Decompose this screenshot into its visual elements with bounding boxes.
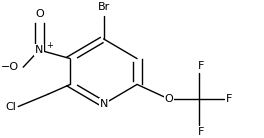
Text: N: N (100, 99, 108, 109)
Text: O: O (165, 94, 174, 104)
Text: +: + (46, 41, 53, 50)
Text: O: O (35, 9, 44, 19)
Text: F: F (226, 94, 233, 104)
Text: Cl: Cl (5, 102, 16, 112)
Text: F: F (198, 128, 205, 137)
Text: F: F (198, 61, 205, 71)
Text: −O: −O (1, 62, 20, 72)
Text: Br: Br (97, 2, 110, 12)
Text: N: N (35, 45, 44, 55)
